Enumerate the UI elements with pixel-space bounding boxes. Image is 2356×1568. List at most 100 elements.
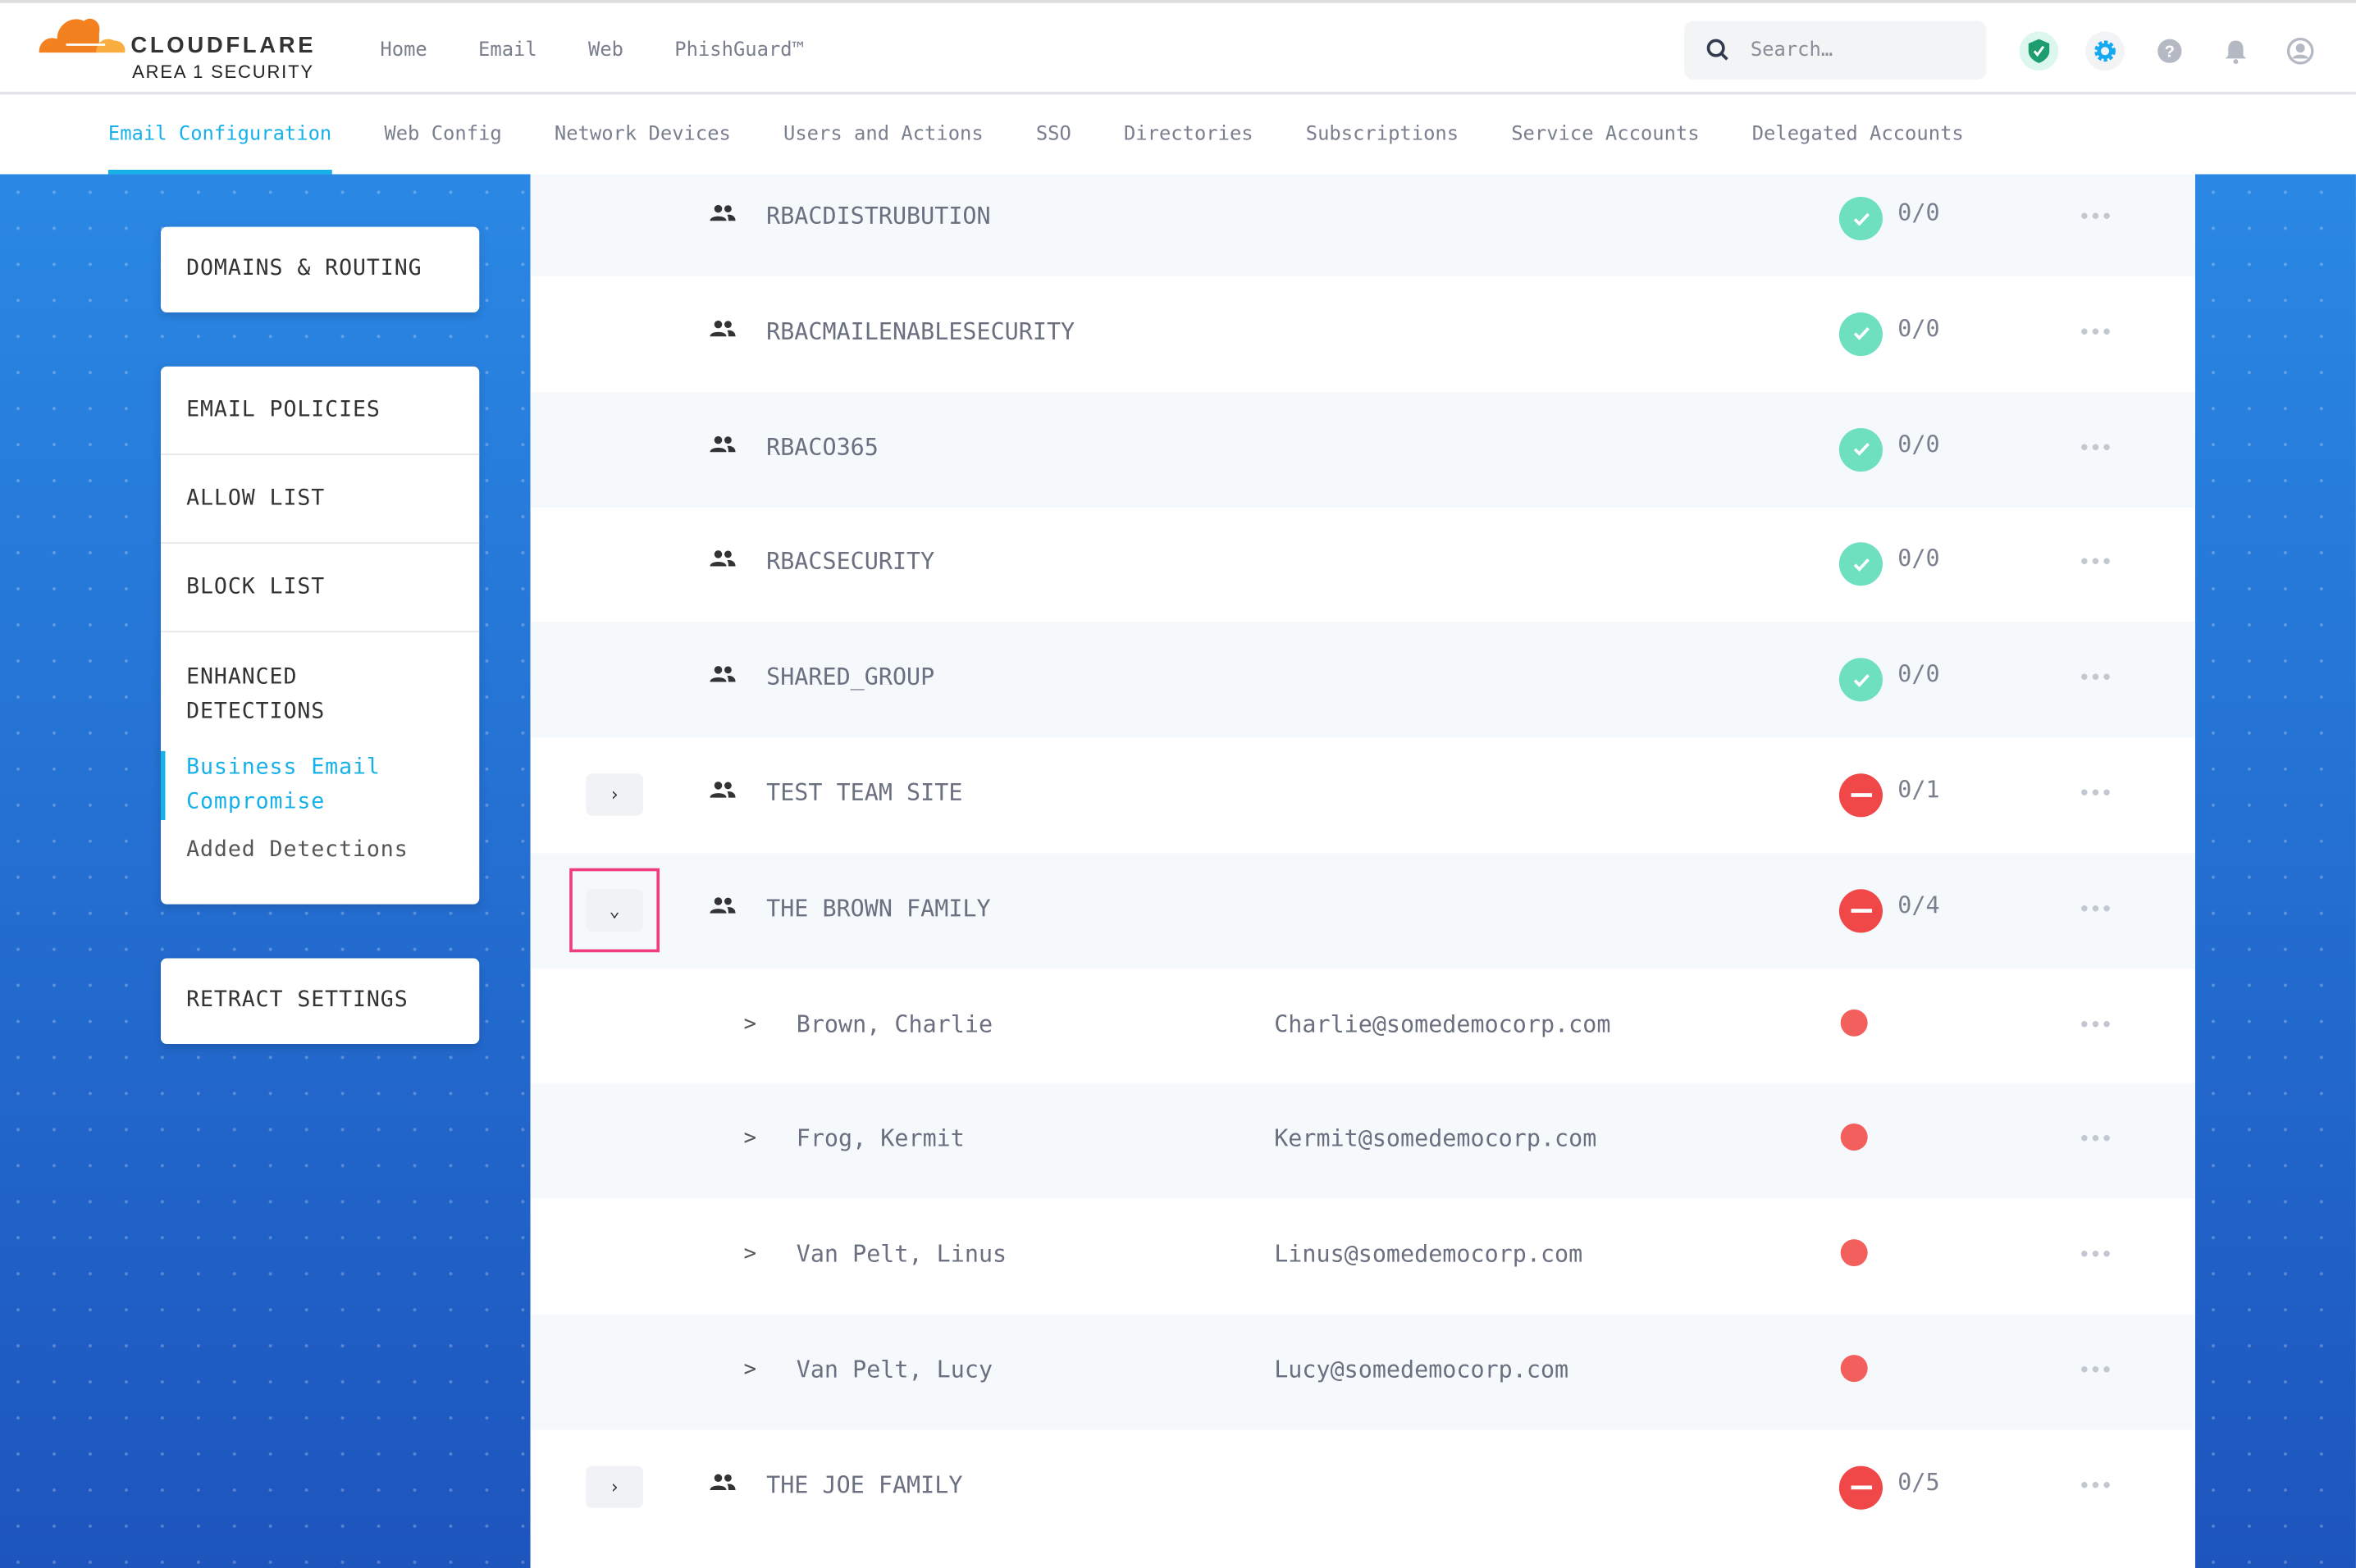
sidebar-item-added-detections[interactable]: Added Detections [186,838,409,863]
cloudflare-logo[interactable]: CLOUDFLARE AREA 1 SECURITY [36,12,313,83]
more-options-icon[interactable]: ••• [2078,782,2113,807]
group-name: SHARED_GROUP [766,663,935,691]
chevron-right-icon[interactable]: > [743,1127,757,1151]
more-options-icon[interactable]: ••• [2078,1475,2113,1499]
status-ok-icon [1838,196,1883,241]
sidebar-item-email-policies[interactable]: EMAIL POLICIES [160,367,480,455]
chevron-right-icon[interactable]: > [743,1357,757,1383]
more-options-icon[interactable]: ••• [2078,321,2113,345]
user-name: Van Pelt, Lucy [796,1356,993,1383]
status-error-dot [1840,1239,1868,1267]
status-error-icon [1838,1465,1883,1510]
sidebar-item-domains-routing[interactable]: DOMAINS & ROUTING [186,257,422,281]
tab-web-config[interactable]: Web Config [384,123,502,146]
nav-web[interactable]: Web [587,39,623,62]
top-header: CLOUDFLARE AREA 1 SECURITY Home Email We… [0,0,2356,95]
user-icon[interactable] [2281,31,2320,71]
chevron-right-icon[interactable]: > [743,1242,757,1267]
more-options-icon[interactable]: ••• [2078,1243,2113,1269]
help-icon[interactable]: ? [2150,31,2189,71]
user-name: Van Pelt, Linus [796,1241,1007,1269]
chevron-right-icon[interactable]: > [743,1011,757,1037]
more-options-icon[interactable]: ••• [2078,551,2113,577]
group-icon [710,1469,737,1497]
user-row[interactable]: > Brown, Charlie Charlie@somedemocorp.com •… [531,969,2195,1084]
group-row[interactable]: RBACSECURITY 0/0 ••• [531,507,2195,622]
tab-service-accounts[interactable]: Service Accounts [1511,123,1700,146]
directory-list: RBACDISTRUBUTION 0/0 ••• RBACMAILENABLESECU… [530,174,2195,1568]
user-email: Linus@somedemocorp.com [1274,1241,1583,1269]
search-placeholder: Search… [1750,39,1833,62]
group-icon [710,431,737,459]
tab-sso[interactable]: SSO [1035,123,1071,146]
sidebar-domains-routing[interactable]: DOMAINS & ROUTING [160,226,480,312]
status-error-dot [1840,1009,1868,1037]
expand-button[interactable]: › [586,773,643,816]
chevron-down-icon: ⌄ [609,899,620,921]
status-ok-icon [1838,658,1883,702]
sidebar-item-retract-settings[interactable]: RETRACT SETTINGS [186,988,409,1013]
member-count: 0/0 [1897,199,1940,227]
user-row[interactable]: > Van Pelt, Linus Linus@somedemocorp.com ••… [531,1199,2195,1315]
shield-check-icon[interactable] [2019,31,2059,71]
background-right [2194,174,2356,1568]
tab-delegated-accounts[interactable]: Delegated Accounts [1751,123,1964,146]
group-row[interactable]: RBACDISTRUBUTION 0/0 ••• [530,174,2195,277]
collapse-button[interactable]: ⌄ [586,888,643,932]
user-row[interactable]: > Frog, Kermit Kermit@somedemocorp.com ••• [530,1083,2195,1200]
member-count: 0/0 [1897,661,1940,689]
tab-directories[interactable]: Directories [1123,123,1253,146]
status-error-icon [1838,773,1883,818]
more-options-icon[interactable]: ••• [2078,205,2113,230]
tab-email-configuration[interactable]: Email Configuration [107,123,331,175]
tab-users-and-actions[interactable]: Users and Actions [783,123,984,146]
gear-icon[interactable] [2085,31,2125,71]
member-count: 0/0 [1897,315,1940,343]
status-error-icon [1838,888,1883,933]
group-icon [710,546,737,575]
tab-subscriptions[interactable]: Subscriptions [1305,123,1459,146]
user-row[interactable]: > Van Pelt, Lucy Lucy@somedemocorp.com ••• [530,1314,2195,1430]
more-options-icon[interactable]: ••• [2078,436,2113,461]
group-row[interactable]: ⌄ THE BROWN FAMILY 0/4 ••• [530,852,2195,969]
tab-network-devices[interactable]: Network Devices [554,123,731,146]
bell-icon[interactable] [2217,31,2256,71]
group-row[interactable]: RBACO365 0/0 ••• [530,391,2195,508]
user-name: Brown, Charlie [796,1010,993,1037]
nav-phishguard[interactable]: PhishGuard™ [674,39,804,62]
group-row[interactable]: › THE JOE FAMILY 0/5 ••• [531,1429,2195,1545]
svg-text:?: ? [2165,43,2175,62]
more-options-icon[interactable]: ••• [2078,1359,2113,1383]
group-icon [710,892,737,921]
member-count: 0/5 [1897,1468,1940,1496]
group-row[interactable]: SHARED_GROUP 0/0 ••• [530,622,2195,738]
nav-email[interactable]: Email [478,39,537,62]
member-count: 0/1 [1897,776,1940,804]
status-ok-icon [1838,427,1883,472]
search-input[interactable]: Search… [1684,21,1987,80]
expand-button[interactable]: › [586,1465,643,1508]
sidebar-policies-card: EMAIL POLICIES ALLOW LIST BLOCK LIST ENH… [160,366,480,905]
group-icon [710,200,737,229]
chevron-right-icon: › [609,784,620,805]
chevron-right-icon: › [609,1476,620,1497]
search-icon [1706,39,1728,61]
group-name: THE JOE FAMILY [766,1471,963,1499]
nav-home[interactable]: Home [380,39,427,62]
sidebar-retract-settings[interactable]: RETRACT SETTINGS [160,958,480,1044]
group-row[interactable]: › TEST TEAM SITE 0/1 ••• [531,737,2195,853]
more-options-icon[interactable]: ••• [2078,897,2113,923]
more-options-icon[interactable]: ••• [2078,1128,2113,1153]
status-error-dot [1840,1355,1868,1383]
member-count: 0/0 [1897,430,1940,458]
sidebar-item-business-email-compromise[interactable]: Business Email Compromise [160,750,422,821]
sidebar-item-block-list[interactable]: BLOCK LIST [160,544,480,633]
group-icon [710,777,737,805]
group-name: RBACMAILENABLESECURITY [766,317,1075,345]
user-name: Frog, Kermit [796,1125,965,1153]
more-options-icon[interactable]: ••• [2078,1013,2113,1037]
group-row[interactable]: RBACMAILENABLESECURITY 0/0 ••• [531,276,2195,392]
more-options-icon[interactable]: ••• [2078,667,2113,691]
sidebar-item-enhanced-detections[interactable]: ENHANCED DETECTIONS [186,665,326,724]
sidebar-item-allow-list[interactable]: ALLOW LIST [160,455,480,545]
